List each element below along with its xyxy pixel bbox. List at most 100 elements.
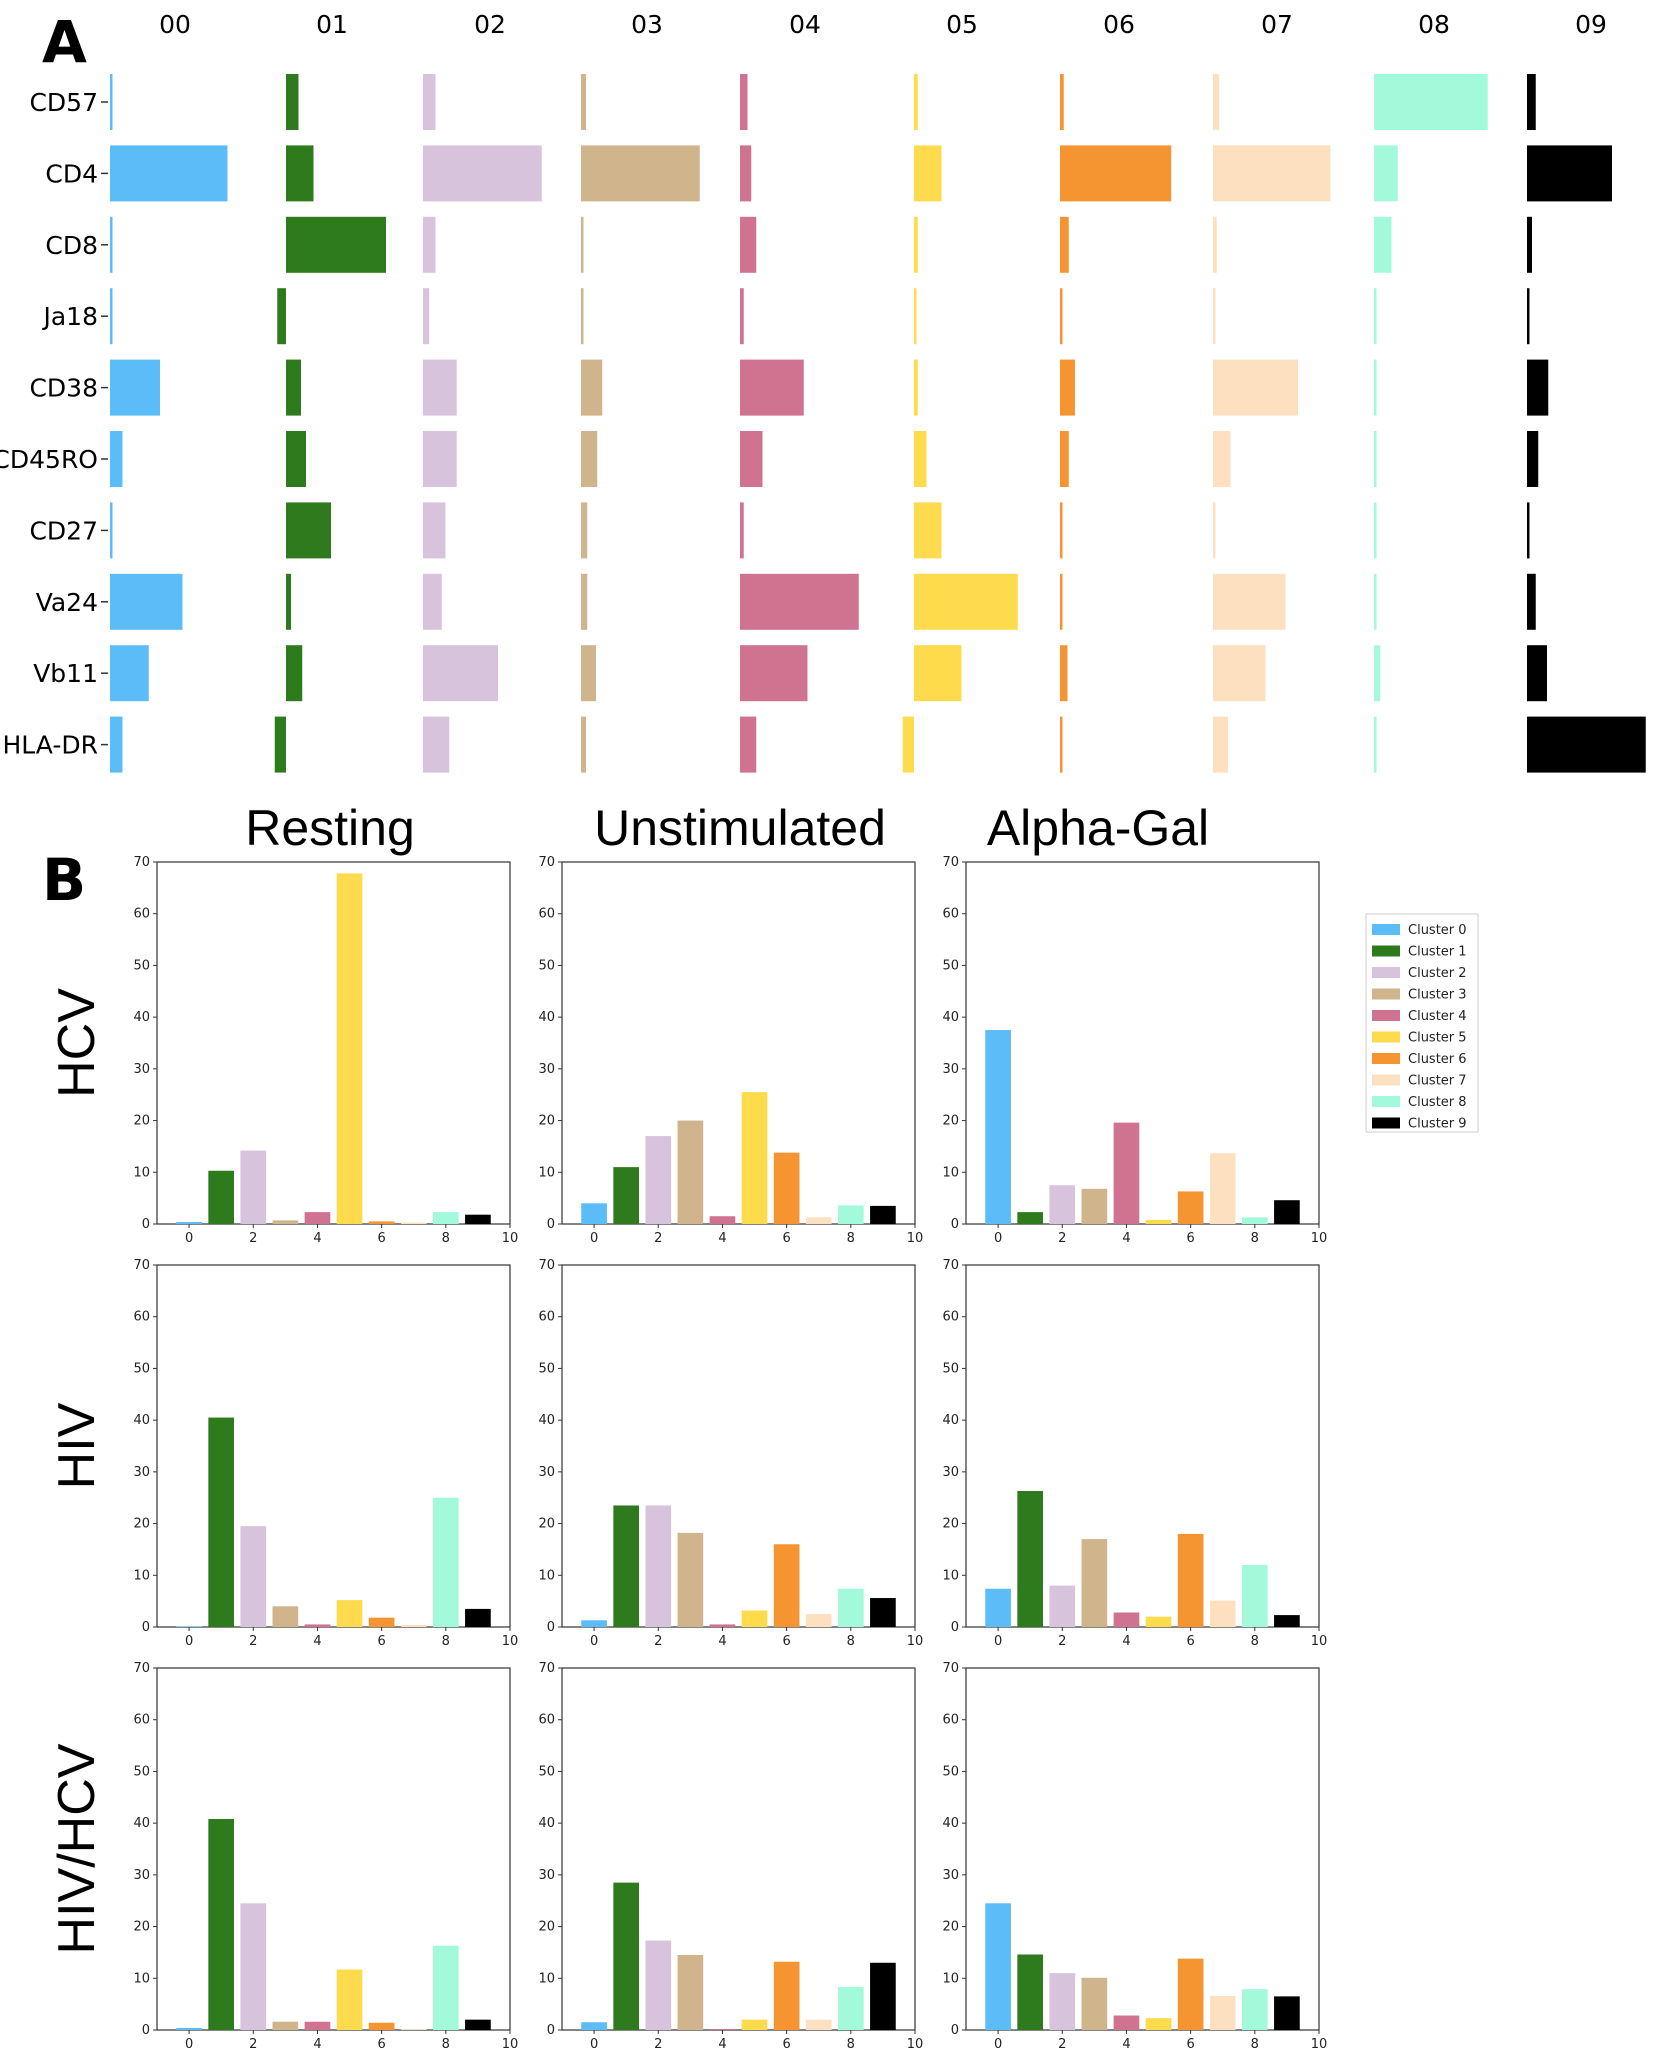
legend-label-2: Cluster 2: [1408, 966, 1467, 981]
panel-b-column-titles: Resting Unstimulated Alpha-Gal: [245, 800, 1209, 856]
bar-01-hla-dr: [274, 716, 286, 773]
y-tick-label: 70: [538, 1258, 555, 1273]
x-tick-label: 4: [1122, 1634, 1130, 1649]
bar-01-cd57: [286, 74, 299, 130]
subplot-frame: [156, 1667, 511, 2031]
column-title-alpha-gal: Alpha-Gal: [987, 800, 1209, 856]
subplot-hiv-hcv-resting: 0 10 20 30 40 50 60 70 0 2 4 6 8 10: [133, 1661, 518, 2052]
y-tick-label: 10: [942, 1568, 959, 1583]
bar-cluster-1: [1017, 1954, 1044, 2030]
bar-cluster-2: [240, 1526, 267, 1627]
y-tick-label: 10: [942, 1971, 959, 1986]
x-tick-label: 4: [313, 1231, 321, 1246]
legend-label-8: Cluster 8: [1408, 1095, 1467, 1110]
bar-cluster-1: [1017, 1212, 1044, 1224]
bar-08-cd8: [1374, 216, 1392, 273]
bar-09-vb11: [1527, 645, 1547, 702]
cluster-02-bars: [423, 74, 542, 773]
cluster-01-bars: [274, 74, 386, 773]
y-tick-label: 20: [942, 1920, 959, 1935]
y-tick-label: 50: [942, 1764, 959, 1779]
bar-08-ja18: [1374, 288, 1377, 345]
y-tick-label: 30: [942, 1868, 959, 1883]
x-tick-label: 2: [654, 2037, 662, 2052]
bar-04-cd38: [740, 359, 804, 416]
bar-07-va24: [1213, 573, 1286, 630]
legend-label-3: Cluster 3: [1408, 988, 1467, 1003]
bar-cluster-4: [1113, 1612, 1140, 1627]
bar-cluster-9: [465, 1608, 491, 1627]
bar-00-cd27: [110, 502, 113, 559]
y-tick-label: 30: [538, 1868, 555, 1883]
bar-01-cd27: [286, 502, 331, 559]
bar-04-va24: [740, 573, 859, 630]
bar-02-cd27: [423, 502, 446, 559]
y-tick-label: 50: [942, 1361, 959, 1376]
y-tick-label: 60: [133, 1713, 150, 1728]
x-tick-label: 2: [249, 1231, 257, 1246]
cluster-04-bars: [740, 74, 859, 773]
bar-08-cd57: [1374, 74, 1488, 130]
bar-02-cd57: [423, 74, 436, 130]
y-tick-label: 50: [133, 1764, 150, 1779]
x-tick-label: 10: [502, 2037, 519, 2052]
bar-09-cd27: [1527, 502, 1530, 559]
x-tick-label: 4: [313, 2037, 321, 2052]
bar-cluster-4: [1113, 1122, 1140, 1224]
y-tick-label: 60: [133, 1310, 150, 1325]
x-tick-label: 6: [377, 1231, 385, 1246]
x-tick-label: 2: [654, 1231, 662, 1246]
bar-cluster-7: [400, 2029, 427, 2030]
bar-cluster-9: [465, 2019, 491, 2030]
bar-cluster-4: [709, 1216, 736, 1224]
x-tick-label: 8: [442, 2037, 450, 2052]
legend-swatch-5: [1372, 1031, 1400, 1043]
y-tick-label: 70: [942, 1661, 959, 1676]
bar-02-cd45ro: [423, 431, 457, 487]
panel-b-row-titles: HCV HIV HIV/HCV: [48, 988, 106, 1955]
bar-cluster-9: [465, 1214, 491, 1224]
legend-label-7: Cluster 7: [1408, 1074, 1467, 1089]
bar-00-hla-dr: [110, 716, 123, 773]
row-title-hiv-hcv: HIV/HCV: [48, 1743, 106, 1954]
bar-cluster-6: [773, 1544, 800, 1627]
marker-label-cd45ro: CD45RO: [0, 445, 98, 474]
y-tick-label: 70: [942, 1258, 959, 1273]
bar-cluster-2: [1049, 1585, 1076, 1627]
bar-06-cd45ro: [1060, 431, 1069, 487]
bar-cluster-5: [1145, 2018, 1172, 2030]
bar-cluster-8: [432, 1945, 459, 2030]
bar-cluster-3: [272, 1606, 299, 1627]
legend-swatch-3: [1372, 988, 1400, 1000]
y-tick-label: 10: [538, 1568, 555, 1583]
cluster-08-bars: [1374, 74, 1488, 773]
bar-cluster-1: [1017, 1490, 1044, 1627]
y-tick-label: 20: [133, 1114, 150, 1129]
marker-label-cd57: CD57: [29, 88, 98, 117]
y-tick-label: 50: [133, 958, 150, 973]
bar-03-vb11: [581, 645, 596, 702]
x-tick-label: 2: [1058, 1634, 1066, 1649]
bar-04-cd27: [740, 502, 744, 559]
bar-cluster-2: [645, 1940, 672, 2030]
bar-05-cd45ro: [914, 431, 927, 487]
y-tick-label: 40: [538, 1816, 555, 1831]
bar-cluster-2: [1049, 1973, 1076, 2030]
bar-cluster-3: [272, 1220, 299, 1224]
marker-label-ja18: Ja18: [41, 302, 98, 331]
bar-cluster-9: [1274, 1200, 1300, 1224]
bar-06-cd8: [1060, 216, 1069, 273]
bar-04-cd57: [740, 74, 748, 130]
bar-07-cd38: [1213, 359, 1298, 416]
y-tick-label: 60: [538, 907, 555, 922]
y-tick-label: 70: [942, 855, 959, 870]
x-tick-label: 8: [847, 2037, 855, 2052]
bar-03-hla-dr: [581, 716, 586, 773]
bar-04-cd4: [740, 145, 752, 202]
row-title-hiv: HIV: [48, 1402, 106, 1489]
legend-swatch-4: [1372, 1010, 1400, 1021]
bar-02-va24: [423, 573, 442, 630]
bar-04-cd8: [740, 216, 757, 273]
panel-b-letter: B: [42, 846, 86, 914]
bar-03-va24: [581, 573, 588, 630]
